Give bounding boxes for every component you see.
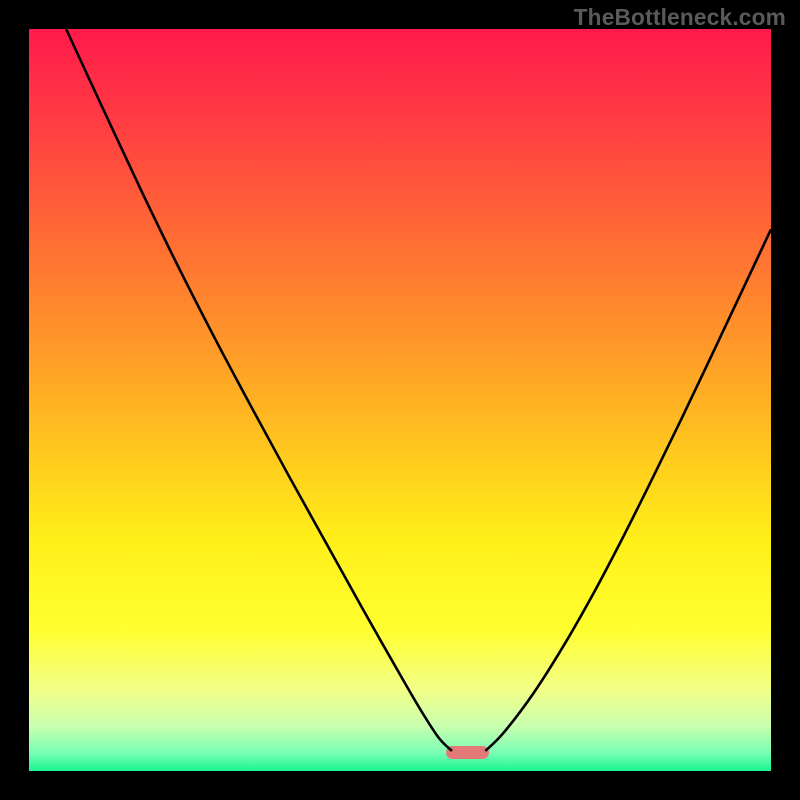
gradient-background <box>29 29 771 771</box>
chart-frame: TheBottleneck.com <box>0 0 800 800</box>
watermark-text: TheBottleneck.com <box>574 4 786 31</box>
plot-area <box>29 29 771 771</box>
bottleneck-marker <box>446 746 489 759</box>
